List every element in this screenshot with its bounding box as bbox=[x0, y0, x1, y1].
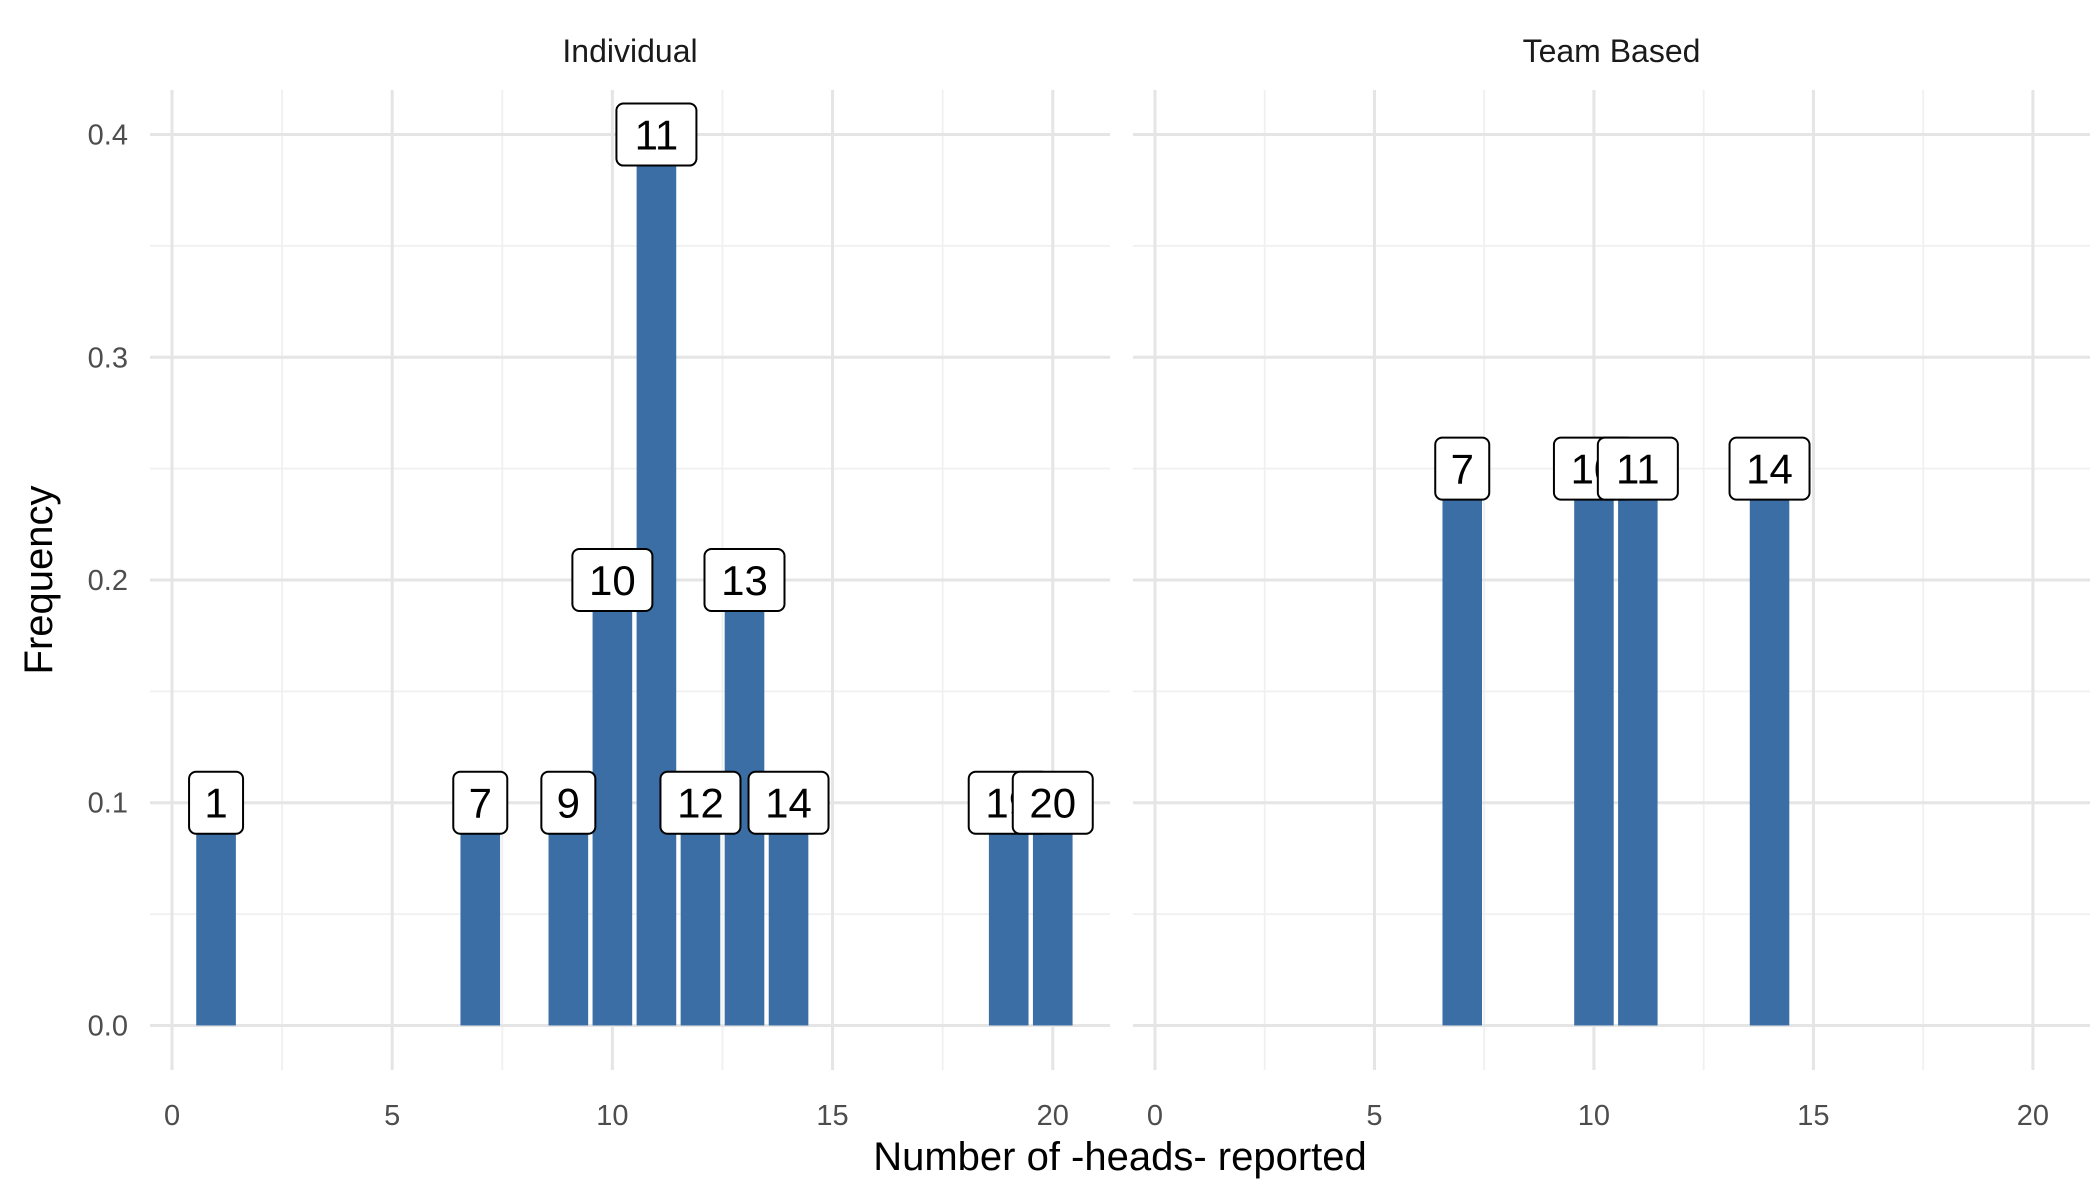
chart-panels: Individual 0 5 10 15 20 0.0 0.1 0.2 0.3 0.4 1 7 9 10 11… bbox=[88, 33, 2090, 1132]
bar bbox=[1442, 468, 1482, 1026]
x-tick-label: 10 bbox=[1578, 1100, 1610, 1132]
data-label: 13 bbox=[721, 557, 768, 604]
data-label: 14 bbox=[1746, 446, 1793, 493]
data-label-box bbox=[1596, 436, 1679, 501]
data-label-box bbox=[1434, 436, 1491, 501]
x-tick-label: 5 bbox=[384, 1100, 400, 1132]
data-label: 14 bbox=[765, 780, 812, 827]
data-label-box bbox=[1011, 770, 1094, 835]
data-label-box bbox=[659, 770, 742, 835]
y-tick-label: 0.2 bbox=[88, 565, 128, 597]
bar bbox=[988, 802, 1029, 1026]
bar bbox=[1574, 468, 1614, 1026]
panel-individual: Individual 0 5 10 15 20 0.0 0.1 0.2 0.3 0.4 1 7 9 10 11… bbox=[88, 33, 1110, 1132]
data-label-box bbox=[452, 770, 509, 835]
data-label: 20 bbox=[1029, 780, 1076, 827]
x-tick-label: 20 bbox=[1037, 1100, 1069, 1132]
data-label: 11 bbox=[635, 112, 679, 159]
data-label-box bbox=[571, 548, 654, 612]
facet-strip-label: Team Based bbox=[1523, 33, 1701, 69]
y-axis-title: Frequency bbox=[17, 486, 61, 675]
bar bbox=[592, 580, 633, 1026]
data-label: 7 bbox=[1451, 446, 1474, 493]
x-tick-label: 15 bbox=[816, 1100, 848, 1132]
x-tick-label: 0 bbox=[1147, 1100, 1163, 1132]
x-tick-label: 20 bbox=[2017, 1100, 2049, 1132]
x-tick-label: 0 bbox=[164, 1100, 180, 1132]
bar bbox=[768, 802, 809, 1026]
data-label-box bbox=[540, 770, 597, 835]
bar bbox=[680, 802, 721, 1026]
bar bbox=[460, 802, 501, 1026]
y-tick-label: 0.1 bbox=[88, 788, 128, 820]
data-label: 9 bbox=[557, 780, 580, 827]
data-label: 7 bbox=[469, 780, 492, 827]
data-label: 1 bbox=[204, 780, 227, 827]
x-axis-title: Number of -heads- reported bbox=[873, 1135, 1367, 1179]
data-label-box bbox=[615, 102, 698, 167]
facet-strip-label: Individual bbox=[562, 33, 697, 69]
bar bbox=[1032, 802, 1073, 1026]
y-tick-label: 0.0 bbox=[88, 1010, 128, 1042]
bar bbox=[548, 802, 589, 1026]
data-label: 10 bbox=[589, 557, 636, 604]
data-label: 11 bbox=[1616, 446, 1660, 493]
bar bbox=[1618, 468, 1658, 1026]
x-tick-label: 15 bbox=[1797, 1100, 1829, 1132]
data-label-box bbox=[188, 770, 245, 835]
data-label-box bbox=[1728, 436, 1811, 501]
bar bbox=[1749, 468, 1790, 1026]
data-label-box bbox=[703, 548, 786, 612]
y-tick-label: 0.4 bbox=[88, 120, 128, 152]
y-tick-label: 0.3 bbox=[88, 342, 128, 374]
x-tick-label: 10 bbox=[596, 1100, 628, 1132]
bar bbox=[196, 802, 236, 1026]
x-tick-label: 5 bbox=[1366, 1100, 1382, 1132]
data-label-box bbox=[747, 770, 830, 835]
data-label: 12 bbox=[677, 780, 724, 827]
